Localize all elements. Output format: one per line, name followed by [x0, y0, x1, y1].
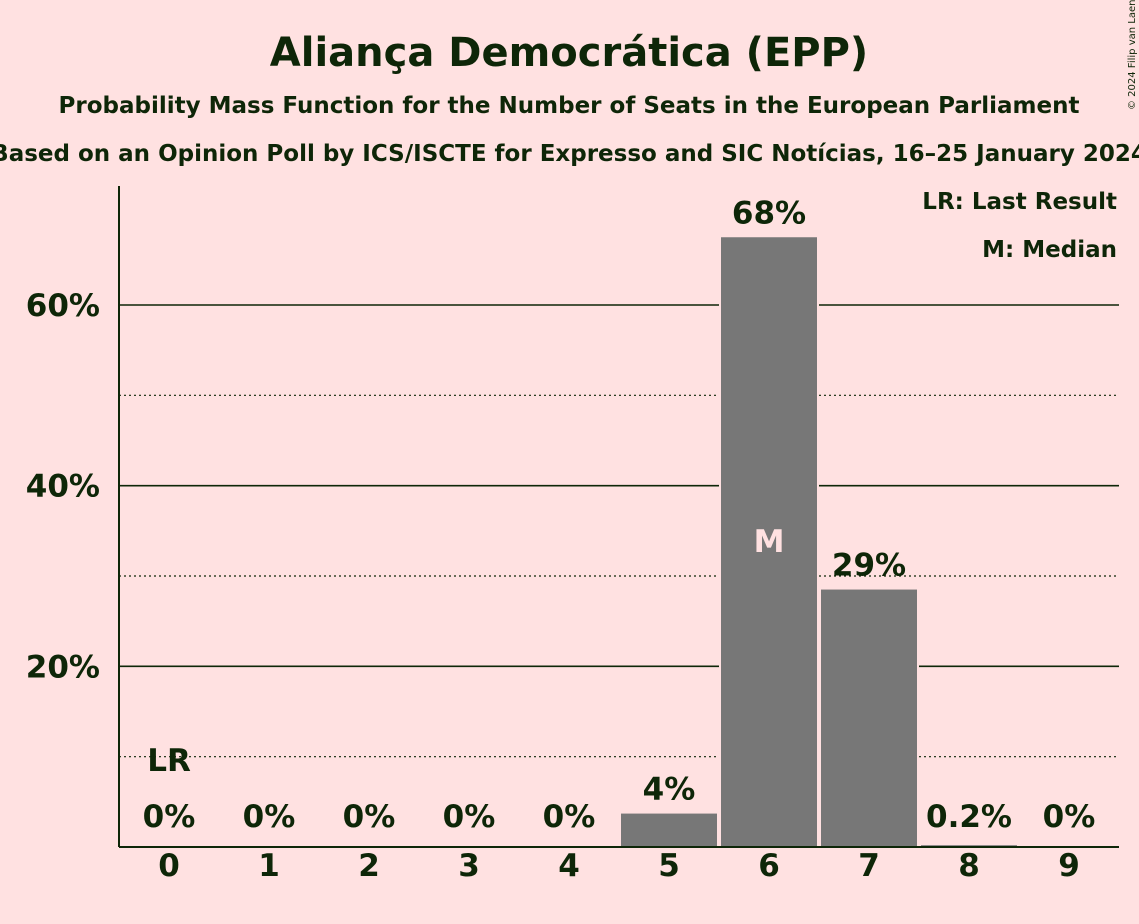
x-tick-label: 3 [458, 848, 480, 884]
bar [821, 589, 917, 847]
data-label: 0% [443, 799, 496, 835]
x-tick-label: 5 [658, 848, 680, 884]
axes: 20% 40% 60% 0 1 2 3 4 5 6 7 8 9 [26, 186, 1119, 884]
x-tick-label: 8 [958, 848, 980, 884]
data-label: 0.2% [926, 799, 1012, 835]
chart-subtitle-poll: Based on an Opinion Poll by ICS/ISCTE fo… [0, 141, 1139, 167]
bars [619, 237, 1019, 847]
gridlines [119, 304, 1119, 758]
x-tick-label: 6 [758, 848, 780, 884]
x-tick-label: 9 [1058, 848, 1080, 884]
data-label: 0% [543, 799, 596, 835]
data-label: 0% [243, 799, 296, 835]
x-tick-label: 2 [358, 848, 380, 884]
data-label: 0% [343, 799, 396, 835]
x-tick-label: 1 [258, 848, 280, 884]
data-labels: 0% 0% 0% 0% 0% 4% 68% 29% 0.2% 0% LR M [143, 195, 1096, 835]
copyright-notice: © 2024 Filip van Laenen [1127, 0, 1138, 110]
data-label: 29% [832, 548, 906, 584]
chart-title: Aliança Democrática (EPP) [270, 30, 868, 76]
data-label: 68% [732, 195, 806, 231]
last-result-marker: LR [147, 743, 191, 779]
x-tick-label: 0 [158, 848, 180, 884]
legend-last-result: LR: Last Result [922, 189, 1117, 215]
data-label: 4% [643, 772, 696, 808]
y-tick-label: 20% [26, 649, 100, 685]
x-tick-label: 4 [558, 848, 580, 884]
median-marker: M [754, 524, 785, 560]
data-label: 0% [143, 799, 196, 835]
x-tick-label: 7 [858, 848, 880, 884]
bar [621, 813, 717, 847]
legend-median: M: Median [982, 237, 1117, 263]
data-label: 0% [1043, 799, 1096, 835]
y-tick-label: 60% [26, 288, 100, 324]
y-tick-label: 40% [26, 469, 100, 505]
chart-subtitle: Probability Mass Function for the Number… [59, 93, 1080, 119]
bar [721, 237, 817, 847]
